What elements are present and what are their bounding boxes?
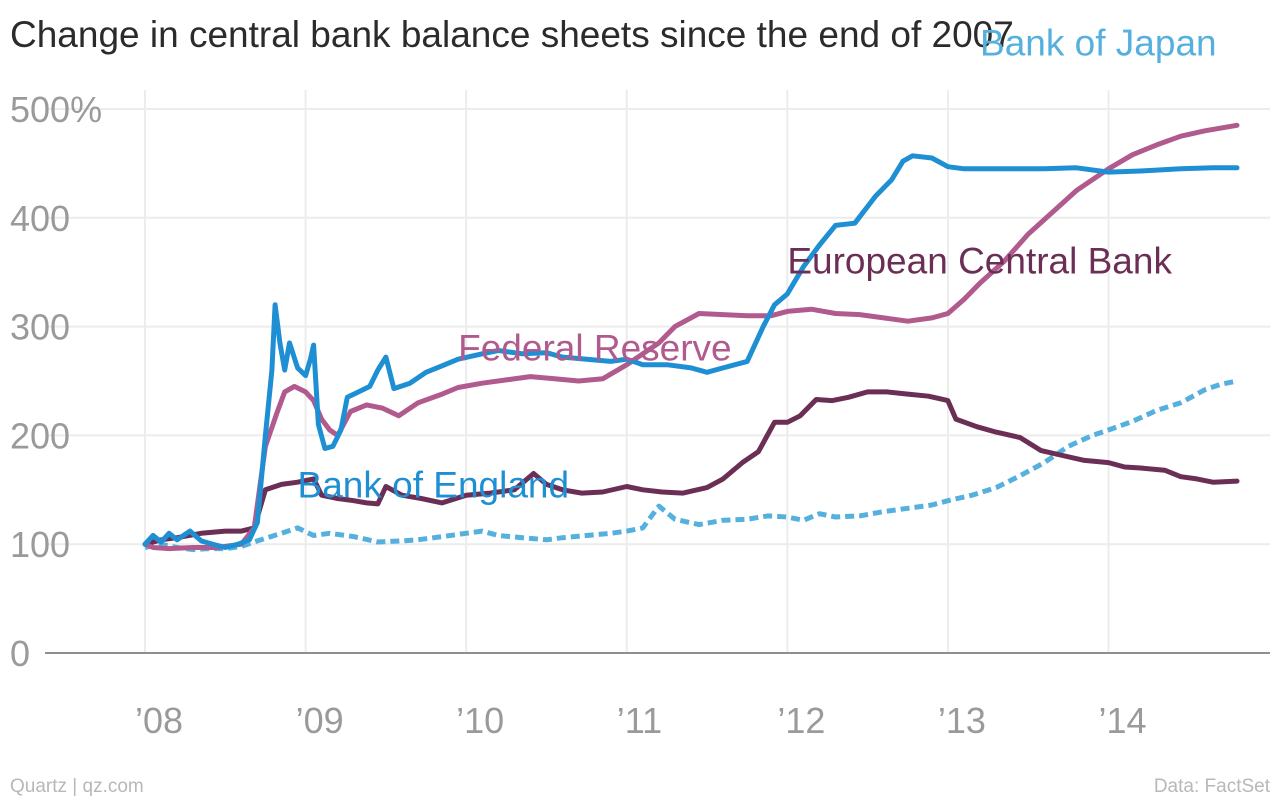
source-credit: Quartz | qz.com bbox=[10, 776, 144, 797]
y-tick-label: 0 bbox=[10, 633, 30, 674]
y-tick-label: 300 bbox=[10, 307, 70, 348]
x-tick-label: ’12 bbox=[777, 700, 825, 741]
y-tick-label: 200 bbox=[10, 415, 70, 456]
x-tick-label: ’13 bbox=[938, 700, 986, 741]
x-tick-label: ’11 bbox=[617, 700, 662, 741]
series-label-federal-reserve: Federal Reserve bbox=[458, 327, 732, 368]
x-tick-label: ’09 bbox=[296, 700, 344, 741]
x-axis-tick-labels: ’08 ’09 ’10 ’11 ’12 ’13 ’14 bbox=[135, 700, 1147, 741]
series-labels: Bank of England Federal Reserve European C… bbox=[298, 23, 1217, 506]
series-lines bbox=[142, 122, 1240, 553]
data-source: Data: FactSet bbox=[1153, 776, 1270, 797]
x-tick-label: ’08 bbox=[135, 700, 183, 741]
series-label-bank-of-england: Bank of England bbox=[298, 464, 570, 505]
chart-title: Change in central bank balance sheets si… bbox=[10, 14, 1014, 55]
series-line-bank-of-japan bbox=[144, 378, 1238, 553]
x-tick-label: ’10 bbox=[456, 700, 504, 741]
grid-lines bbox=[45, 90, 1270, 653]
series-line-european-central-bank bbox=[142, 389, 1240, 547]
y-tick-label: 400 bbox=[10, 198, 70, 239]
x-tick-label: ’14 bbox=[1099, 700, 1147, 741]
y-tick-label: 500% bbox=[10, 89, 102, 130]
series-label-bank-of-japan: Bank of Japan bbox=[980, 23, 1217, 64]
series-label-european-central-bank: European Central Bank bbox=[787, 240, 1172, 281]
series-line-bank-of-england bbox=[142, 153, 1240, 550]
y-axis-tick-labels: 0 100 200 300 400 500% bbox=[10, 89, 102, 674]
y-tick-label: 100 bbox=[10, 524, 70, 565]
series-line-federal-reserve bbox=[142, 122, 1240, 552]
